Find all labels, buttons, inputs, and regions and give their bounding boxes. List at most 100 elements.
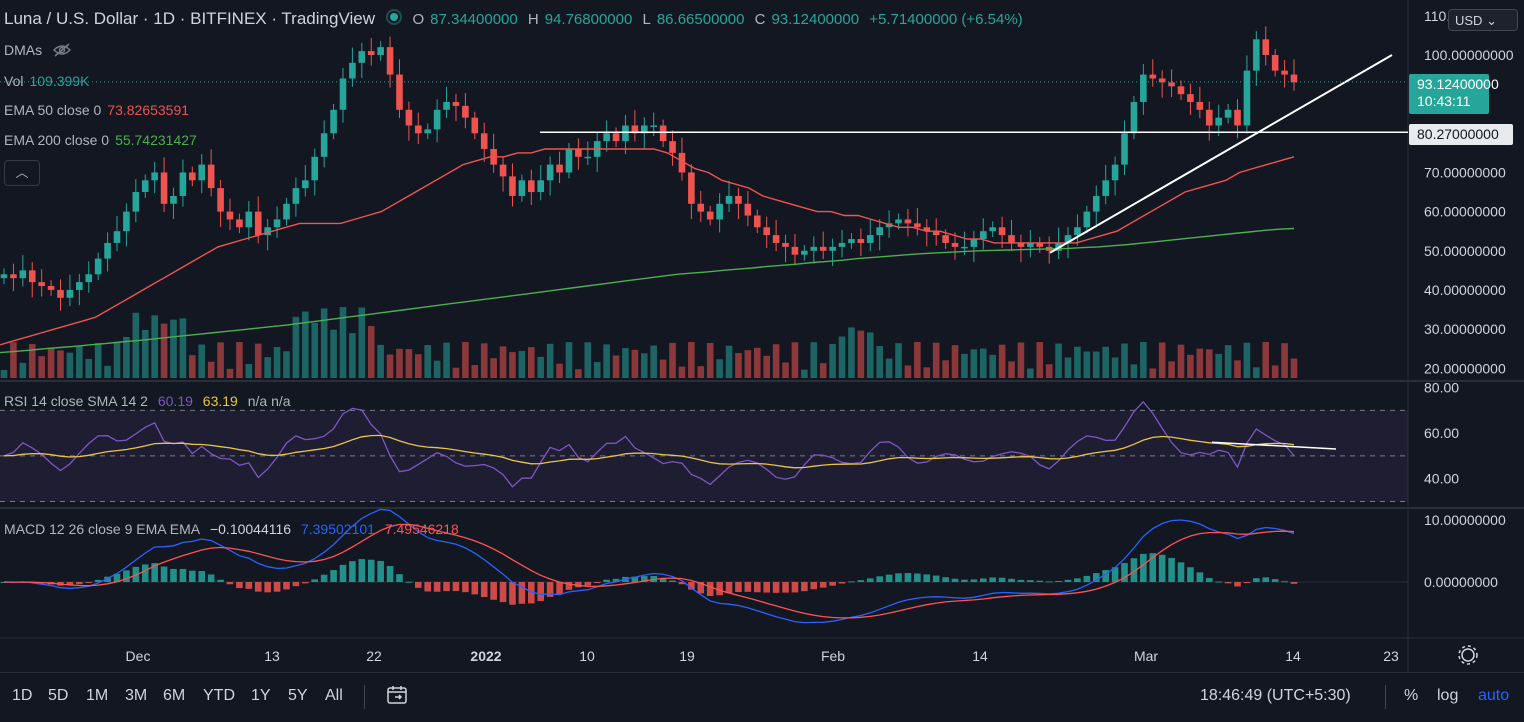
last-price-value: 93.12400000 — [1417, 76, 1499, 92]
macd-histogram-bar — [753, 582, 761, 593]
macd-legend[interactable]: MACD 12 26 close 9 EMA EMA −0.10044116 7… — [4, 521, 459, 537]
macd-histogram-bar — [584, 582, 592, 586]
rsi-legend[interactable]: RSI 14 close SMA 14 2 60.19 63.19 n/a n/… — [4, 393, 291, 409]
volume-bar — [358, 307, 366, 378]
volume-bar — [273, 346, 281, 378]
clock-timezone[interactable]: 18:46:49 (UTC+5:30) — [1200, 687, 1351, 704]
range-6m-button[interactable]: 6M — [163, 687, 186, 704]
collapse-legend-button[interactable]: ︿ — [4, 160, 40, 186]
volume-bar — [452, 367, 460, 378]
candle-body — [998, 227, 1006, 236]
volume-bar — [951, 345, 959, 378]
volume-bar — [1262, 342, 1270, 378]
volume-bar — [320, 308, 328, 378]
candle-body — [236, 219, 243, 228]
volume-value: 109.399K — [29, 73, 90, 89]
macd-histogram-bar — [123, 570, 130, 582]
range-1m-button[interactable]: 1M — [86, 687, 109, 704]
volume-bar — [104, 365, 111, 378]
macd-histogram-bar — [509, 582, 516, 605]
macd-histogram-bar — [302, 582, 309, 584]
range-ytd-button[interactable]: YTD — [203, 687, 235, 704]
macd-histogram-bar — [179, 568, 187, 582]
volume-bar — [38, 356, 45, 378]
auto-scale-button[interactable]: auto — [1478, 687, 1510, 704]
range-all-button[interactable]: All — [325, 687, 343, 704]
macd-histogram-bar — [76, 582, 83, 585]
volume-bar — [113, 342, 121, 378]
volume-bar — [735, 352, 742, 378]
macd-histogram-bar — [688, 582, 695, 590]
ema200-line — [0, 227, 1295, 354]
range-5y-button[interactable]: 5Y — [288, 687, 308, 704]
volume-bar — [1092, 351, 1100, 378]
chevron-down-icon: ⌄ — [1486, 13, 1497, 28]
candle-body — [226, 211, 234, 220]
volume-bar — [801, 369, 808, 378]
macd-histogram-bar — [1205, 578, 1213, 582]
macd-histogram-bar — [885, 574, 893, 582]
market-status-icon — [385, 9, 402, 30]
candle-body — [1130, 101, 1138, 134]
macd-histogram-bar — [895, 573, 902, 582]
dmas-legend[interactable]: DMAs — [4, 42, 78, 60]
volume-bar — [810, 342, 818, 378]
price-tick-label: 100.00000000 — [1424, 47, 1514, 63]
candle-body — [735, 195, 742, 204]
rsi-value: 60.19 — [157, 393, 193, 409]
calendar-range-icon[interactable] — [386, 684, 408, 711]
volume-bar — [697, 366, 705, 378]
candle-body — [1102, 180, 1109, 196]
macd-histogram-bar — [94, 579, 102, 582]
range-1d-button[interactable]: 1D — [12, 687, 33, 704]
candle-body — [791, 246, 799, 255]
volume-bar — [471, 365, 479, 378]
candle-body — [744, 203, 752, 216]
range-3m-button[interactable]: 3M — [125, 687, 148, 704]
volume-bar — [998, 344, 1006, 378]
macd-histogram-bar — [857, 580, 865, 582]
ema200-legend[interactable]: EMA 200 close 0 55.74231427 — [4, 132, 197, 148]
volume-bar — [612, 355, 620, 378]
candle-body — [556, 164, 563, 173]
time-tick-label: 23 — [1383, 648, 1399, 664]
candle-countdown: 10:43:11 — [1417, 93, 1471, 109]
ema50-legend[interactable]: EMA 50 close 0 73.82653591 — [4, 102, 190, 118]
macd-histogram-bar — [217, 579, 224, 582]
macd-histogram-bar — [659, 577, 667, 582]
macd-histogram-bar — [311, 579, 319, 582]
candle-body — [631, 125, 639, 134]
candle-body — [330, 109, 337, 134]
candle-body — [10, 274, 17, 279]
candle-body — [189, 172, 196, 181]
volume-bar — [1243, 342, 1251, 378]
currency-select[interactable]: USD ⌄ — [1448, 9, 1518, 31]
macd-histogram-bar — [772, 582, 780, 593]
candle-body — [113, 231, 121, 243]
range-5d-button[interactable]: 5D — [48, 687, 69, 704]
low-value: 86.66500000 — [656, 11, 745, 28]
macd-histogram-bar — [349, 561, 356, 582]
settings-gear-icon[interactable] — [1458, 645, 1478, 665]
candle-body — [528, 180, 535, 193]
candle-body — [772, 235, 780, 243]
macd-histogram-bar — [264, 582, 271, 593]
close-value: 93.12400000 — [771, 11, 860, 28]
macd-tick-label: 0.00000000 — [1424, 574, 1498, 590]
range-1y-button[interactable]: 1Y — [251, 687, 271, 704]
candle-body — [76, 282, 83, 290]
price-tick-label: 60.00000000 — [1424, 204, 1506, 220]
macd-histogram-bar — [151, 563, 158, 582]
volume-bar — [189, 355, 196, 378]
candle-body — [678, 152, 686, 173]
candle-body — [989, 227, 996, 232]
macd-histogram-bar — [254, 582, 262, 592]
candle-body — [264, 227, 271, 236]
percent-scale-button[interactable]: % — [1404, 687, 1419, 704]
log-scale-button[interactable]: log — [1437, 687, 1459, 704]
volume-bar — [932, 342, 940, 378]
chart-canvas[interactable]: 110.00000000100.0000000070.0000000060.00… — [0, 0, 1524, 672]
macd-histogram-bar — [283, 582, 290, 590]
volume-legend[interactable]: Vol 109.399K — [4, 73, 90, 89]
hidden-eye-icon[interactable] — [52, 43, 72, 60]
